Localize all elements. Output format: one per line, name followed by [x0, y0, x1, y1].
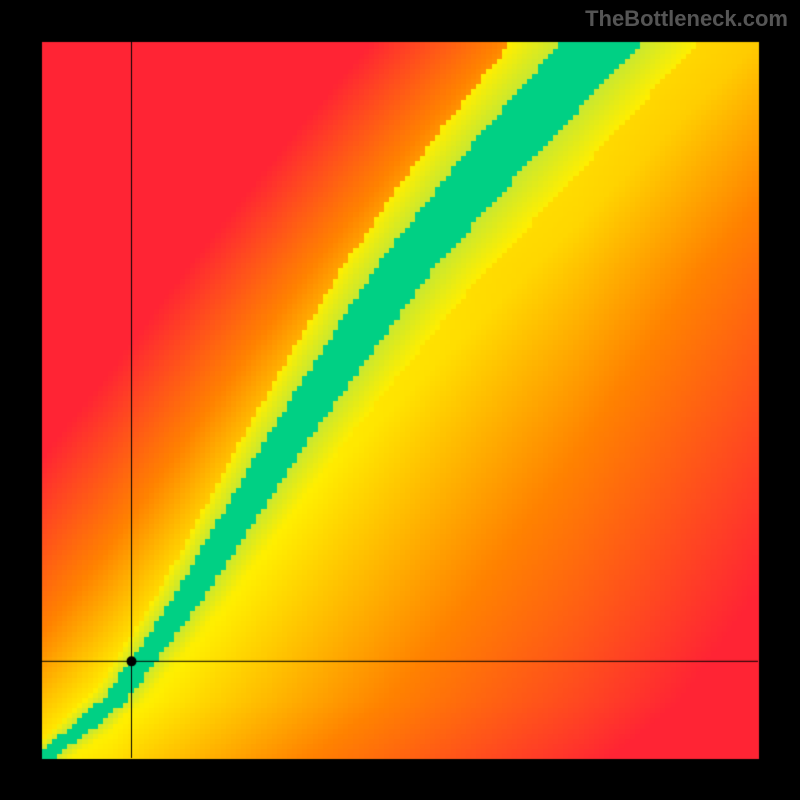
heatmap-canvas [0, 0, 800, 800]
chart-container: TheBottleneck.com [0, 0, 800, 800]
watermark-text: TheBottleneck.com [585, 6, 788, 32]
